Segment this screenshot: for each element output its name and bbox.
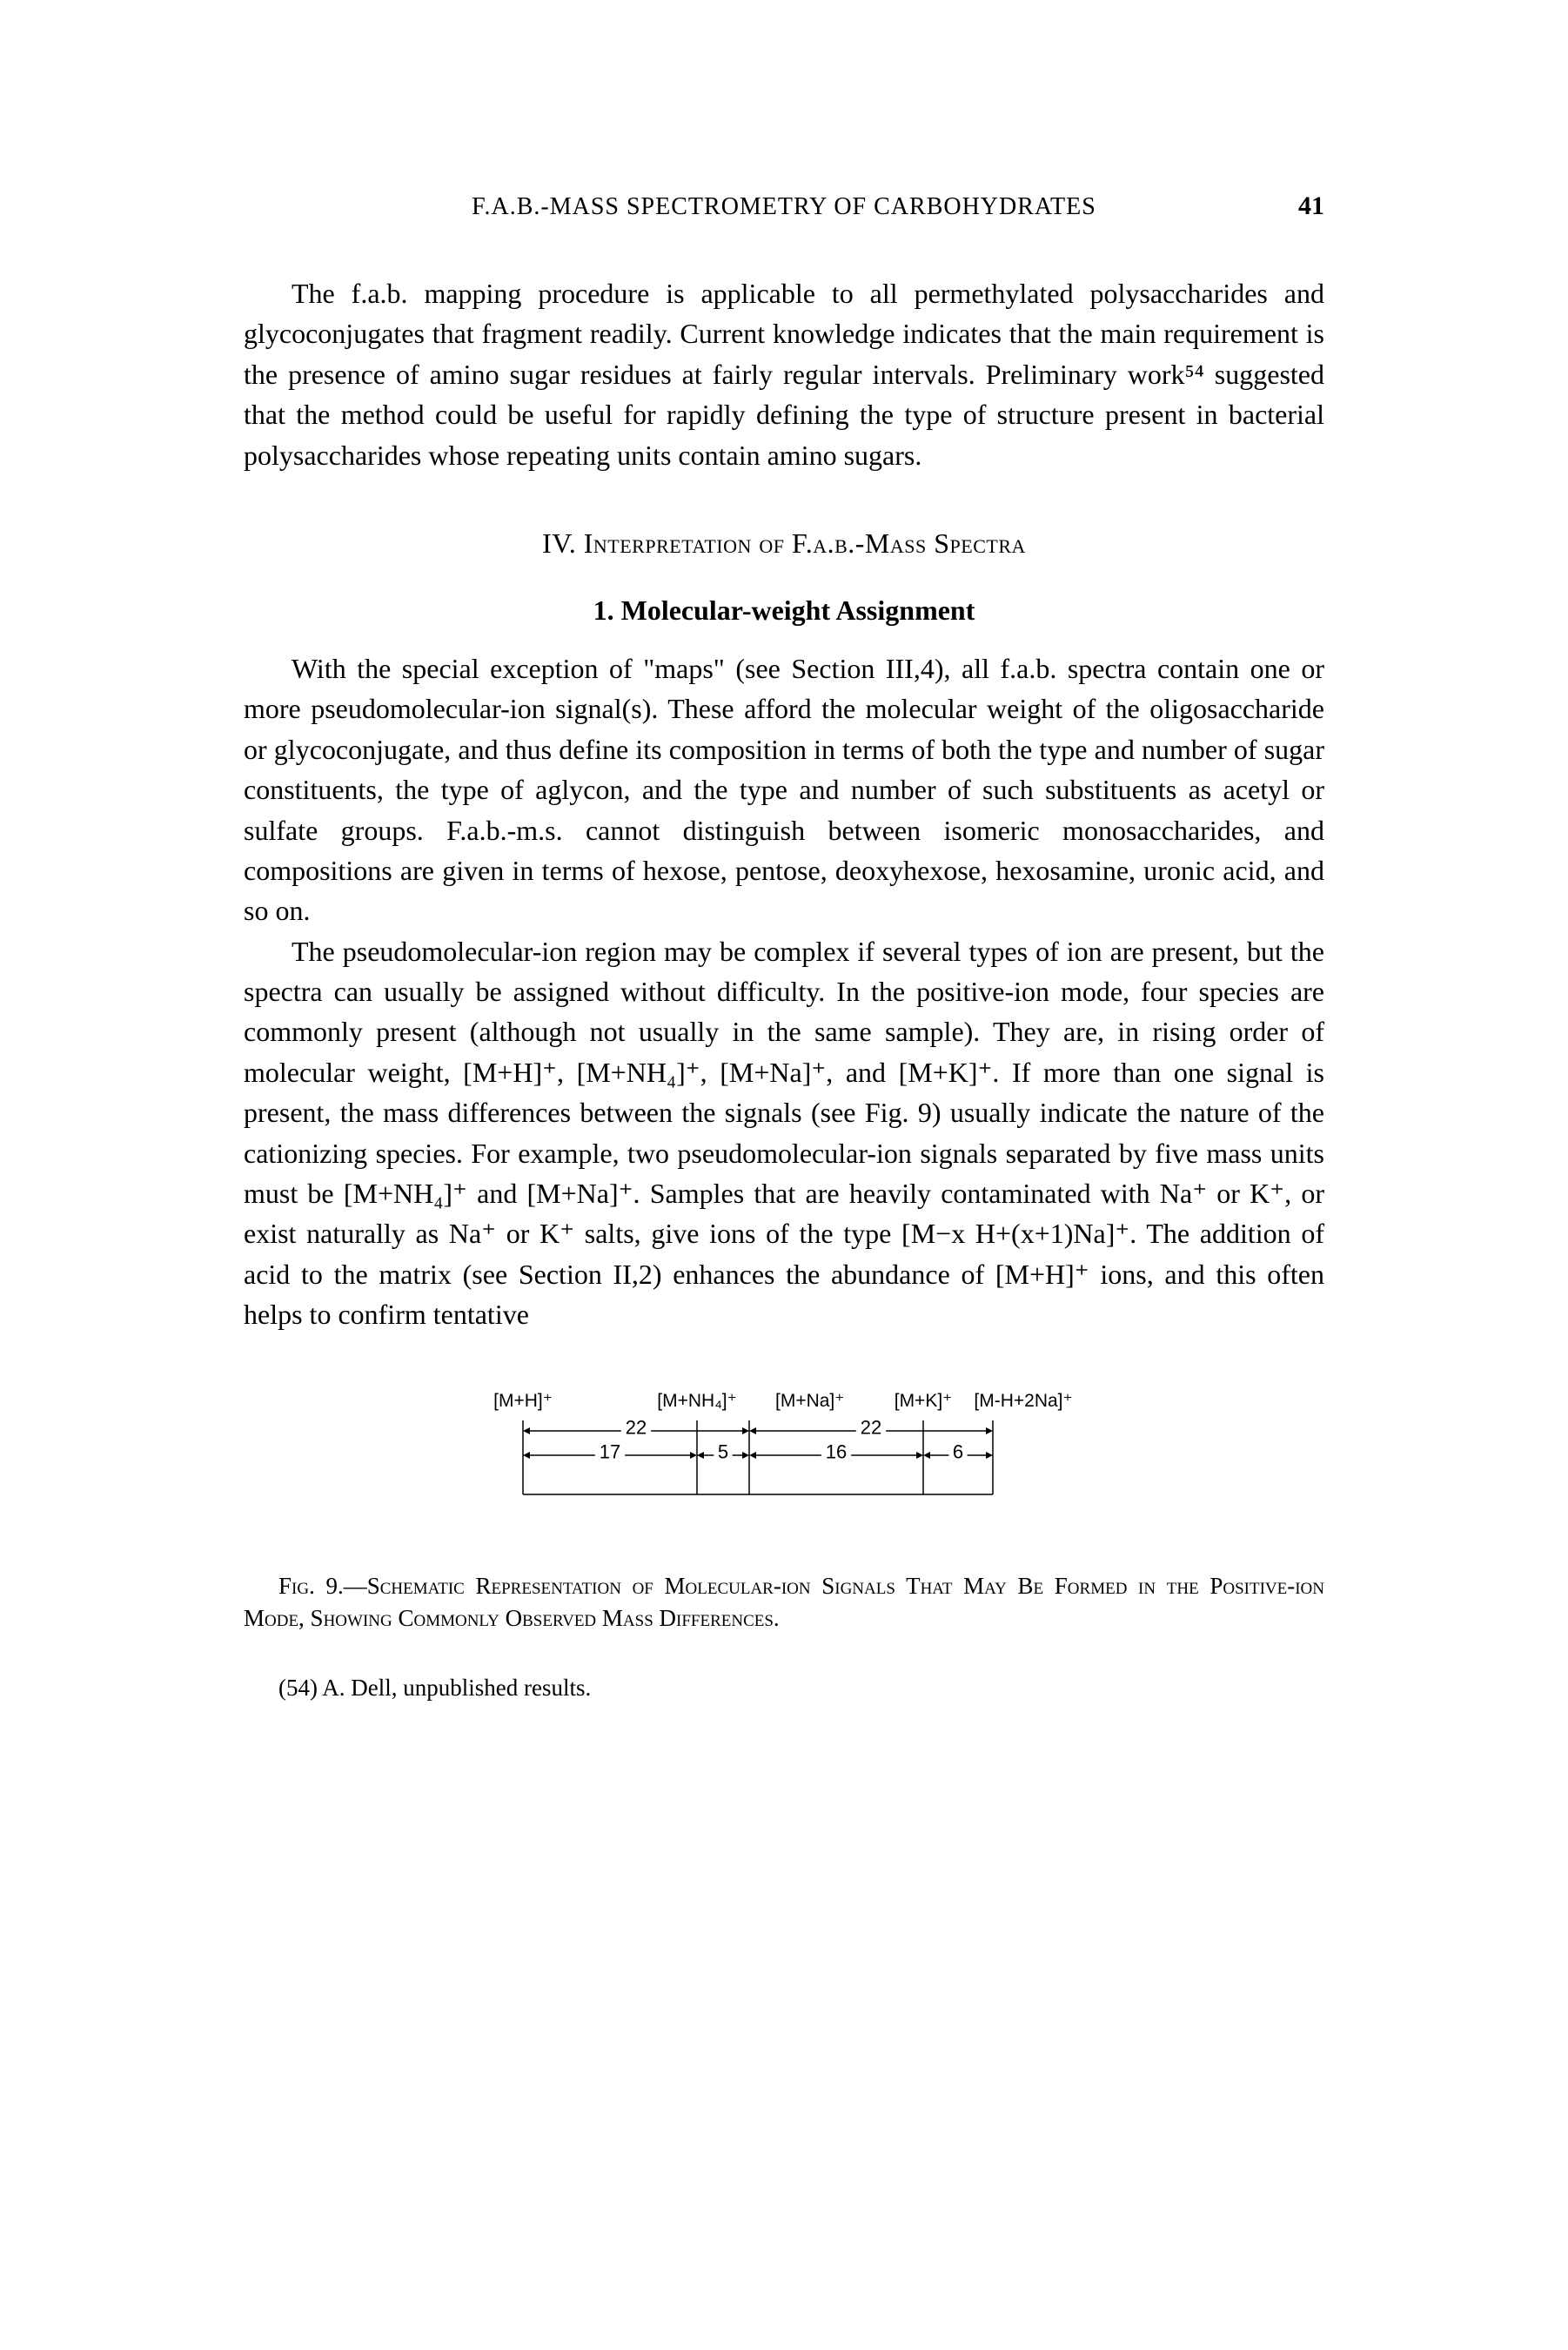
paragraph-3: The pseudomolecular-ion region may be co…: [244, 931, 1324, 1335]
svg-text:5: 5: [718, 1440, 728, 1462]
header: F.A.B.-MASS SPECTROMETRY OF CARBOHYDRATE…: [244, 191, 1324, 221]
figure-caption: Fig. 9.—Schematic Representation of Mole…: [244, 1570, 1324, 1636]
section-title: IV. Interpretation of F.a.b.-Mass Spectr…: [244, 527, 1324, 560]
svg-text:[M+H]⁺: [M+H]⁺: [493, 1391, 553, 1411]
page-number: 41: [1272, 191, 1324, 221]
footnote-54: (54) A. Dell, unpublished results.: [244, 1675, 1324, 1702]
page: F.A.B.-MASS SPECTROMETRY OF CARBOHYDRATE…: [0, 0, 1568, 2350]
paragraph-intro: The f.a.b. mapping procedure is applicab…: [244, 273, 1324, 475]
figure-caption-text: Fig. 9.—Schematic Representation of Mole…: [244, 1573, 1324, 1632]
svg-text:16: 16: [826, 1440, 847, 1462]
svg-text:[M+NH₄]⁺: [M+NH₄]⁺: [657, 1391, 736, 1411]
subsection-title: 1. Molecular-weight Assignment: [244, 594, 1324, 627]
svg-text:[M-H+2Na]⁺: [M-H+2Na]⁺: [974, 1391, 1072, 1411]
figure-9-svg: 22 22 17 5 16 6 [M+H]⁺ [M+NH₄]⁺ [M+Na]⁺ [M+K]⁺ [M-…: [471, 1387, 1097, 1544]
svg-text:17: 17: [600, 1440, 620, 1462]
svg-text:6: 6: [953, 1440, 963, 1462]
running-head: F.A.B.-MASS SPECTROMETRY OF CARBOHYDRATE…: [296, 193, 1272, 221]
svg-text:22: 22: [861, 1416, 881, 1438]
svg-text:[M+Na]⁺: [M+Na]⁺: [775, 1391, 844, 1411]
svg-text:22: 22: [626, 1416, 647, 1438]
svg-text:[M+K]⁺: [M+K]⁺: [895, 1391, 953, 1411]
figure-9: 22 22 17 5 16 6 [M+H]⁺ [M+NH₄]⁺ [M+Na]⁺ [M+K]⁺ [M-…: [244, 1387, 1324, 1636]
paragraph-2: With the special exception of "maps" (se…: [244, 648, 1324, 931]
